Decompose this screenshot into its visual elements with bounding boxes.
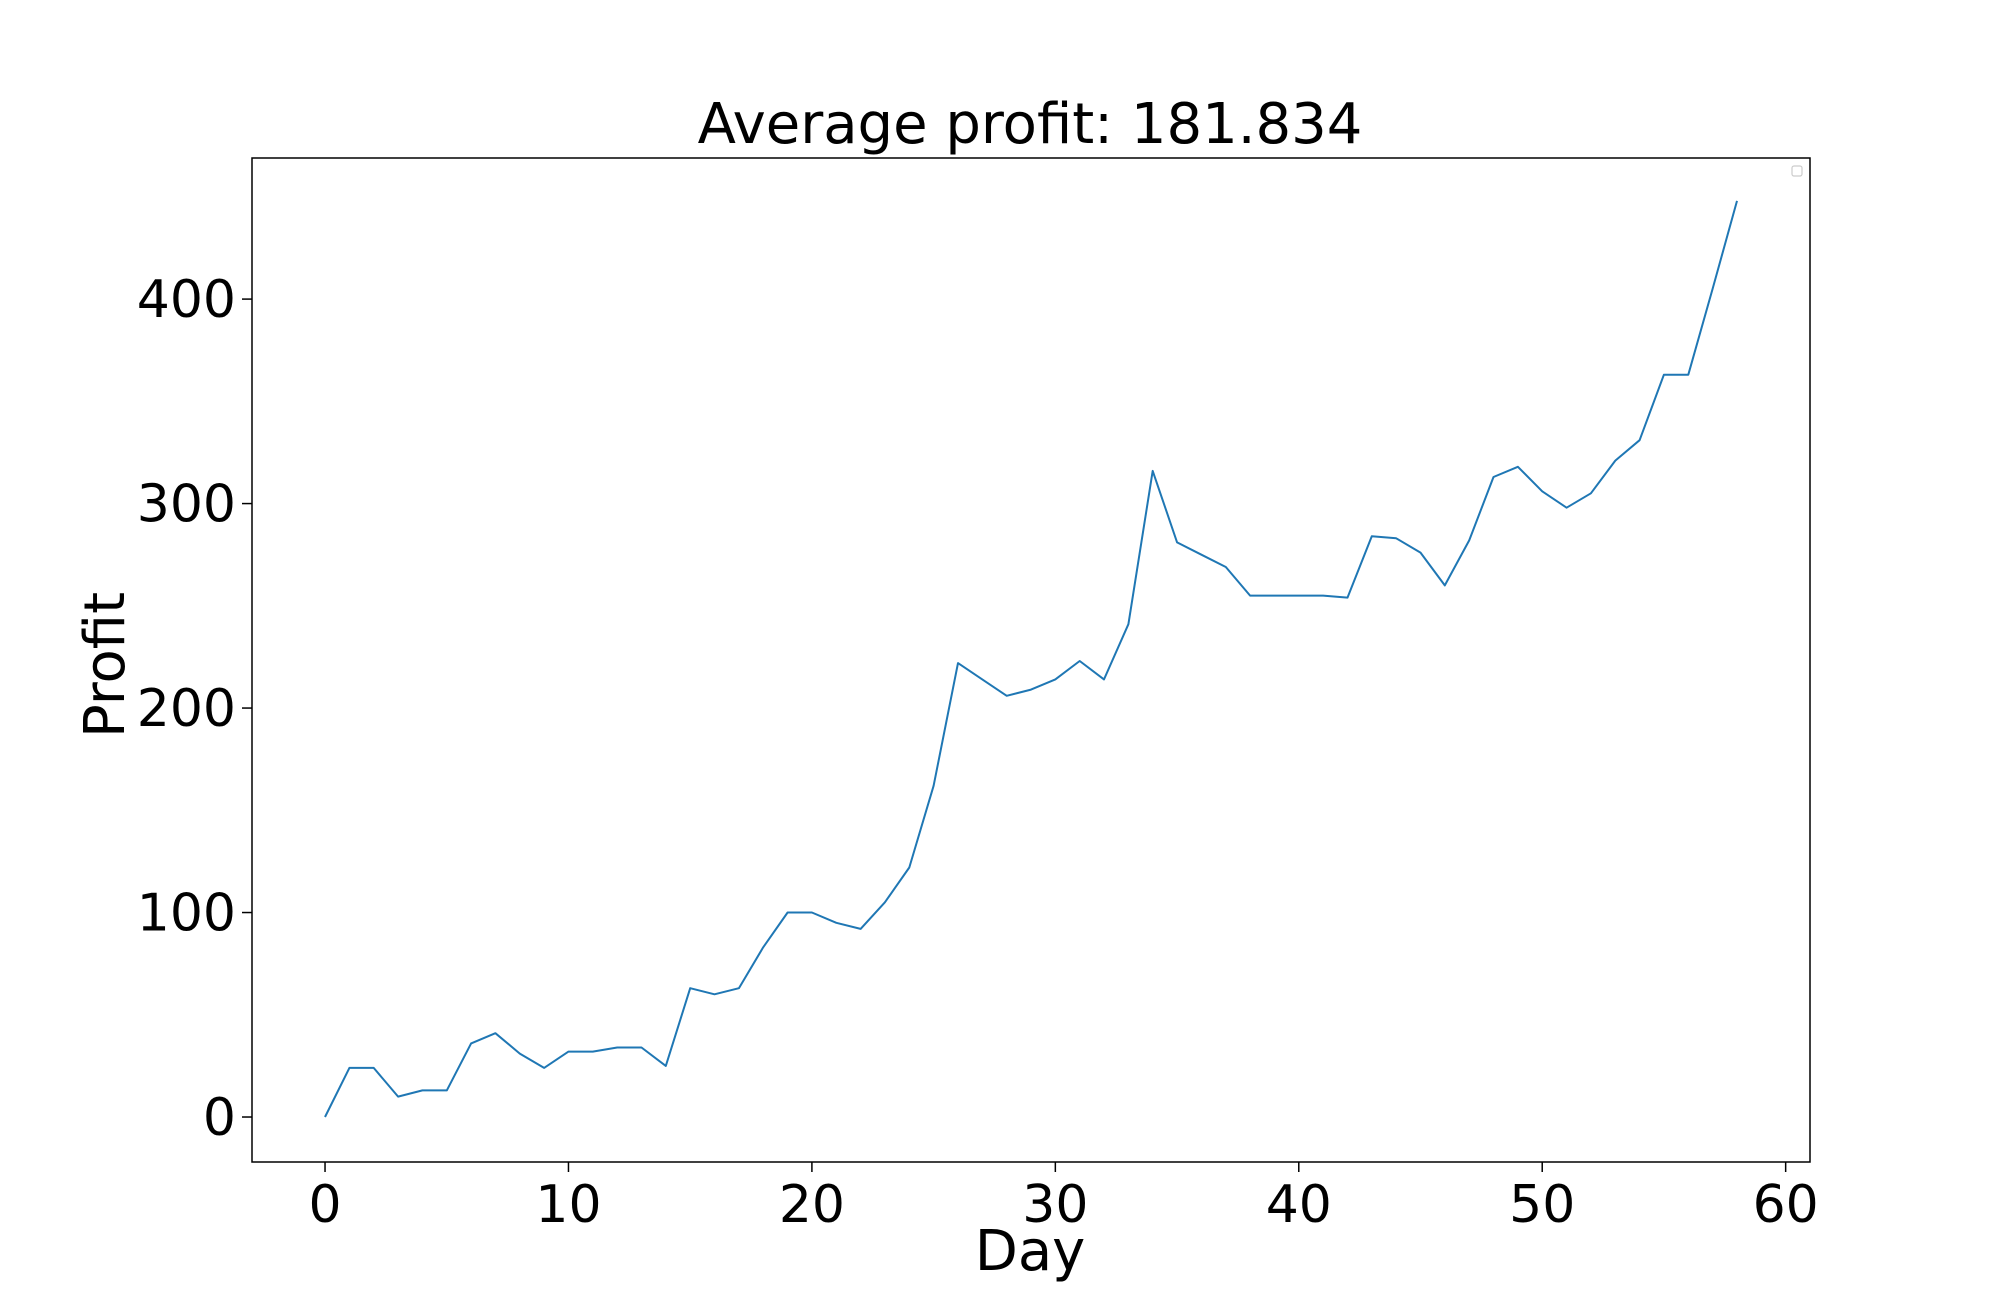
x-tick-label: 10 <box>535 1175 601 1235</box>
x-tick-label: 30 <box>1022 1175 1088 1235</box>
series-line-0 <box>324 200 1738 1118</box>
x-tick-label: 40 <box>1266 1175 1332 1235</box>
x-tick-label: 0 <box>308 1175 341 1235</box>
legend-box <box>1791 165 1803 177</box>
y-tick-label: 200 <box>137 679 236 739</box>
y-tick-label: 400 <box>137 270 236 330</box>
x-axis: 0 10 20 30 40 50 60 <box>308 1162 1819 1235</box>
plot-frame <box>251 157 1811 1163</box>
y-tick-label: 100 <box>137 884 236 944</box>
chart-title: Average profit: 181.834 <box>698 92 1363 157</box>
x-tick-label: 60 <box>1753 1175 1819 1235</box>
y-tick-label: 0 <box>203 1088 236 1148</box>
x-tick-label: 20 <box>779 1175 845 1235</box>
y-axis-label: Profit <box>73 592 138 738</box>
y-tick-label: 300 <box>137 475 236 535</box>
x-axis-label: Day <box>975 1219 1086 1284</box>
x-tick-label: 50 <box>1509 1175 1575 1235</box>
y-axis: 0 100 200 300 400 <box>137 270 252 1148</box>
plot-area <box>251 157 1811 1163</box>
series-layer <box>324 200 1738 1118</box>
